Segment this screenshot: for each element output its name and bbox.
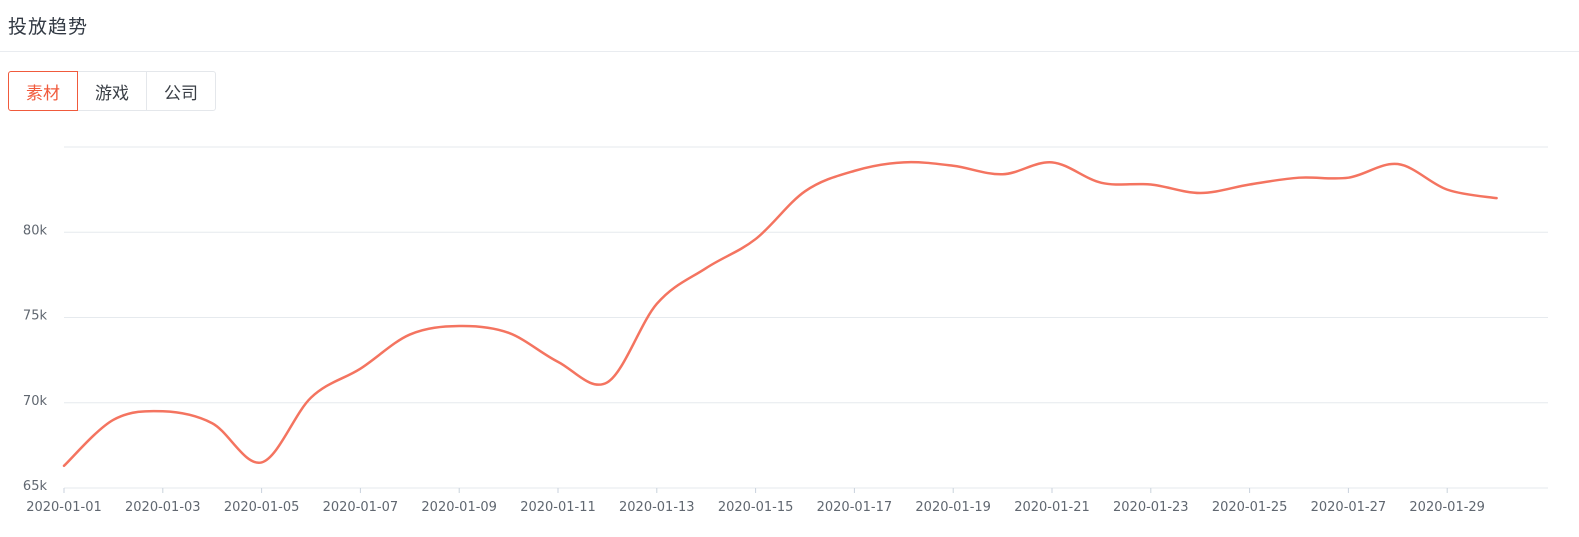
x-tick-label: 2020-01-07 (323, 500, 399, 515)
x-tick-label: 2020-01-27 (1311, 500, 1387, 515)
tab-company[interactable]: 公司 (146, 71, 216, 111)
x-tick-label: 2020-01-13 (619, 500, 695, 515)
x-tick-label: 2020-01-25 (1212, 500, 1288, 515)
x-tick-label: 2020-01-19 (915, 500, 991, 515)
y-tick-label: 65k (23, 479, 48, 494)
x-tick-label: 2020-01-03 (125, 500, 201, 515)
x-tick-label: 2020-01-15 (718, 500, 794, 515)
tab-game[interactable]: 游戏 (77, 71, 147, 111)
y-tick-label: 80k (23, 223, 48, 238)
x-tick-label: 2020-01-05 (224, 500, 300, 515)
x-tick-label: 2020-01-17 (817, 500, 893, 515)
x-tick-label: 2020-01-09 (421, 500, 497, 515)
page-title: 投放趋势 (8, 16, 89, 38)
tab-group: 素材 游戏 公司 (8, 71, 216, 111)
y-tick-label: 70k (23, 394, 48, 409)
chart-header: 投放趋势 (0, 0, 1579, 52)
x-tick-label: 2020-01-11 (520, 500, 596, 515)
trend-chart: 65k 70k 75k 80k 2020-01-01 2020-01-03 2020-01-… (23, 146, 1548, 515)
series-line (62, 160, 1498, 468)
x-tick-label: 2020-01-29 (1409, 500, 1485, 515)
x-tick-label: 2020-01-23 (1113, 500, 1189, 515)
tab-material[interactable]: 素材 (8, 71, 78, 111)
x-tick-label: 2020-01-01 (26, 500, 102, 515)
y-tick-label: 75k (23, 309, 48, 324)
x-tick-label: 2020-01-21 (1014, 500, 1090, 515)
